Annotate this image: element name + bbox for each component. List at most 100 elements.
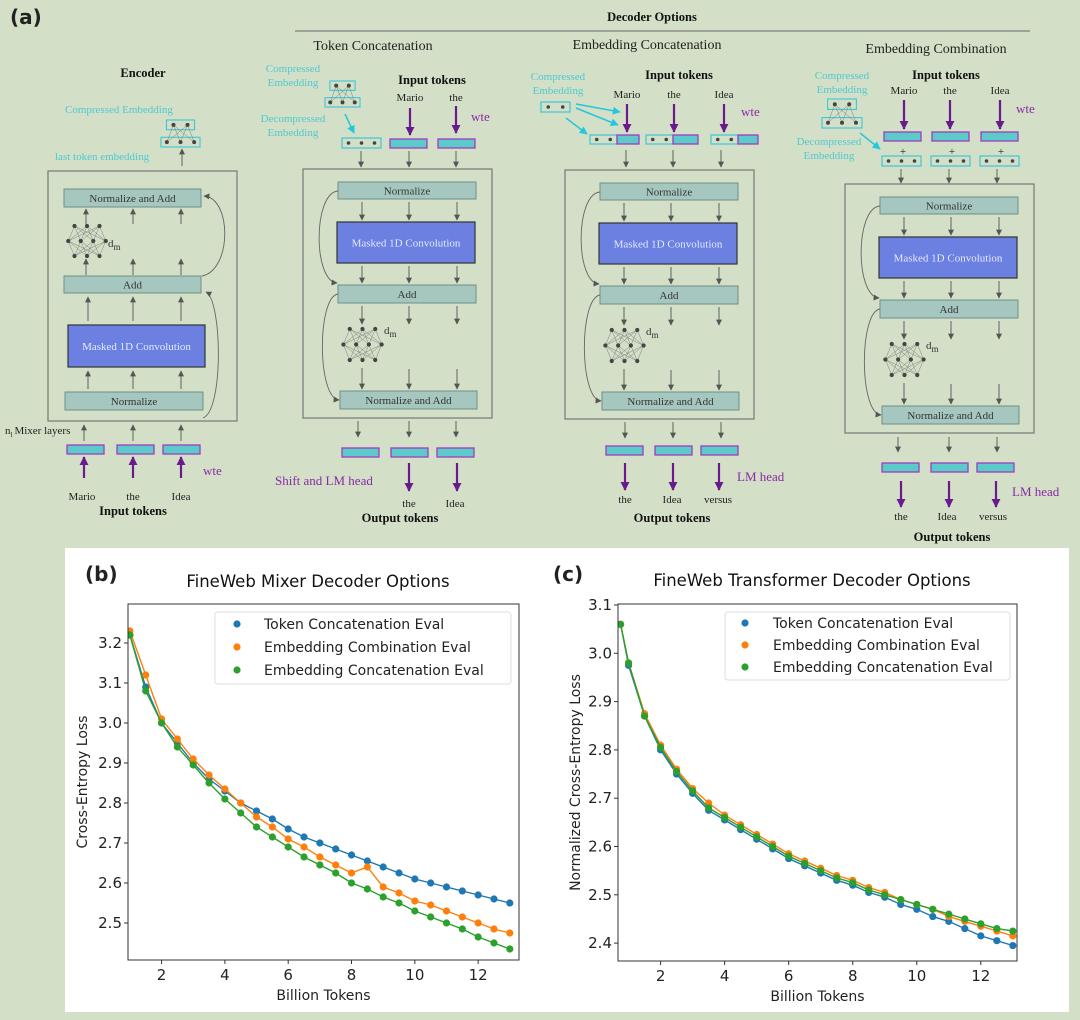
net-node — [902, 372, 907, 378]
legend-label: Embedding Concatenation Eval — [773, 660, 993, 676]
dm-m: m — [114, 242, 121, 252]
neural-network-icon — [603, 327, 646, 364]
net-node — [915, 372, 920, 378]
block-normalize: Normalize — [599, 182, 739, 201]
net-edge — [375, 328, 382, 345]
data-point — [961, 925, 969, 933]
net-edge — [330, 85, 349, 103]
data-point — [347, 851, 356, 859]
token-embedding-box — [672, 134, 699, 145]
net-node — [883, 357, 888, 362]
net-node — [635, 358, 640, 364]
net-node — [889, 372, 894, 378]
net-node — [97, 253, 102, 259]
dot — [664, 137, 669, 142]
net-node — [72, 253, 77, 259]
net-node — [347, 326, 352, 332]
net-edge — [904, 359, 924, 376]
data-point — [173, 743, 181, 751]
data-point — [753, 833, 761, 841]
net-node — [72, 223, 77, 229]
block-box — [601, 391, 740, 411]
net-edge — [917, 359, 924, 376]
legend-label: Token Concatenation Eval — [772, 616, 953, 632]
net-edge — [611, 345, 644, 362]
net-edge — [74, 240, 106, 257]
dot — [948, 159, 953, 163]
net-node — [97, 223, 102, 229]
block-box — [337, 181, 477, 200]
data-point — [237, 809, 245, 817]
legend-marker — [741, 663, 749, 671]
legend-label: Embedding Concatenation Eval — [264, 663, 484, 679]
input-token: Mario — [614, 89, 641, 101]
data-point — [411, 875, 419, 883]
net-node — [178, 140, 183, 145]
net-node — [341, 342, 346, 347]
dot — [935, 159, 940, 163]
block-label: Add — [123, 280, 142, 292]
net-edge — [80, 225, 100, 242]
embedding-concatenation-diagram: Embedding Concatenation Compressed Embeddi… — [531, 38, 785, 525]
data-point — [673, 768, 681, 776]
neural-network-icon — [883, 341, 926, 378]
output-embedding-box — [700, 445, 739, 456]
dot — [346, 141, 351, 145]
net-node — [826, 120, 830, 125]
output-tokens-label: Output tokens — [634, 511, 711, 525]
concat-arrow — [565, 117, 588, 135]
net-edge — [617, 329, 638, 346]
n: n — [5, 425, 11, 437]
x-tick-label: 6 — [784, 967, 794, 985]
data-point — [300, 843, 308, 851]
dot — [912, 159, 917, 163]
data-point — [189, 755, 197, 763]
net-node — [854, 120, 858, 125]
input-token: the — [667, 89, 681, 101]
net-edge — [605, 329, 625, 346]
conv-box — [67, 324, 206, 368]
last-token-embedding-label: last token embedding — [55, 151, 150, 163]
data-point — [284, 835, 292, 843]
net-node — [164, 140, 169, 145]
data-point — [157, 719, 166, 727]
net-node — [622, 358, 627, 364]
y-tick-label: 2.4 — [588, 934, 612, 952]
net-edge — [624, 345, 644, 362]
data-point — [474, 919, 482, 927]
data-point — [945, 910, 953, 918]
net-node — [373, 357, 378, 363]
data-point — [442, 907, 451, 915]
x-axis-label: Billion Tokens — [276, 988, 370, 1004]
block-label: Normalize and Add — [627, 396, 714, 408]
output-tokens-label: Output tokens — [362, 511, 439, 525]
plus-sign: + — [998, 146, 1004, 158]
net-edge — [605, 329, 638, 346]
legend-item: Embedding Concatenation Eval — [233, 663, 484, 679]
data-point — [737, 823, 745, 831]
plus-sign: + — [949, 146, 955, 158]
block-box — [339, 390, 478, 410]
block-label: Normalize — [384, 186, 431, 198]
net-node — [641, 343, 646, 348]
data-point — [300, 853, 308, 861]
block-masked-conv: Masked 1D Convolution — [598, 222, 738, 265]
mixer-layers-box — [844, 183, 1035, 434]
net-edge — [343, 344, 350, 361]
dot — [608, 137, 613, 142]
net-edge — [166, 124, 188, 143]
data-point — [993, 925, 1001, 933]
net-node — [360, 326, 365, 332]
token-embedding-box — [980, 131, 1019, 142]
net-edge — [605, 329, 612, 346]
legend-label: Token Concatenation Eval — [263, 617, 444, 633]
y-tick-label: 2.7 — [98, 834, 122, 852]
residual-arrow — [201, 193, 226, 277]
data-point — [849, 879, 857, 887]
net-node — [185, 122, 190, 127]
data-point — [961, 915, 969, 923]
embedding-dots-box — [881, 155, 922, 167]
mixer-layers-label: nl Mixer layers — [5, 425, 70, 439]
x-tick-label: 6 — [283, 966, 293, 984]
input-token: the — [126, 491, 140, 503]
